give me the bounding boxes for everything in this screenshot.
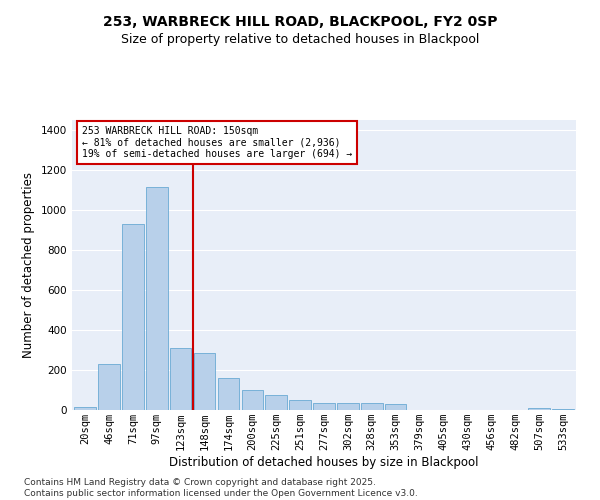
Bar — [170, 348, 191, 410]
Bar — [122, 224, 143, 410]
Bar — [242, 390, 263, 410]
Text: 253 WARBRECK HILL ROAD: 150sqm
← 81% of detached houses are smaller (2,936)
19% : 253 WARBRECK HILL ROAD: 150sqm ← 81% of … — [82, 126, 352, 159]
Bar — [313, 403, 335, 410]
Text: 253, WARBRECK HILL ROAD, BLACKPOOL, FY2 0SP: 253, WARBRECK HILL ROAD, BLACKPOOL, FY2 … — [103, 15, 497, 29]
Bar — [98, 364, 120, 410]
Bar — [289, 400, 311, 410]
Bar — [528, 408, 550, 410]
Bar — [385, 404, 406, 410]
Text: Size of property relative to detached houses in Blackpool: Size of property relative to detached ho… — [121, 32, 479, 46]
Bar — [218, 378, 239, 410]
Bar — [194, 353, 215, 410]
Bar — [552, 409, 574, 410]
Bar — [337, 403, 359, 410]
Text: Contains HM Land Registry data © Crown copyright and database right 2025.
Contai: Contains HM Land Registry data © Crown c… — [24, 478, 418, 498]
Bar — [74, 407, 96, 410]
X-axis label: Distribution of detached houses by size in Blackpool: Distribution of detached houses by size … — [169, 456, 479, 469]
Bar — [265, 395, 287, 410]
Bar — [361, 403, 383, 410]
Y-axis label: Number of detached properties: Number of detached properties — [22, 172, 35, 358]
Bar — [146, 187, 167, 410]
